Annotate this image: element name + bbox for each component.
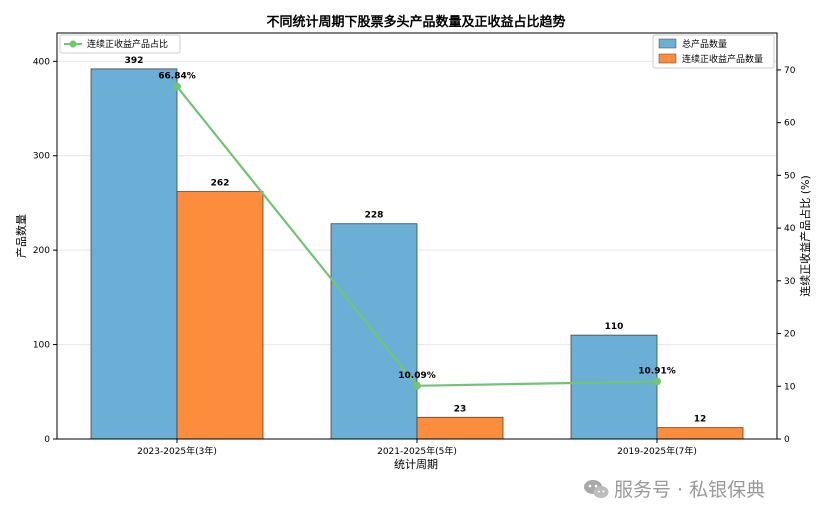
y2-tick-label: 0 (784, 435, 790, 445)
y2-tick-label: 50 (784, 171, 796, 181)
legend-right: 总产品数量 连续正收益产品数量 (652, 34, 775, 69)
y-tick-label: 200 (33, 246, 50, 256)
bar (176, 191, 264, 440)
wechat-icon (584, 480, 609, 498)
line-point (413, 381, 421, 390)
bar-value-label: 110 (605, 322, 624, 332)
bar-value-label: 392 (125, 56, 144, 66)
line-point (173, 82, 181, 91)
left-axis-ticks: 0 100 200 300 400 (33, 57, 57, 445)
line-value-label: 10.91% (638, 366, 676, 376)
y2-tick-label: 10 (784, 382, 796, 392)
line-layer (173, 82, 661, 390)
line-point (653, 377, 661, 386)
y2-tick-label: 40 (784, 224, 796, 234)
labels-layer: 392 228 110 262 23 12 66.84% 10.09% 10.91% (125, 56, 707, 425)
bar (416, 416, 504, 440)
y2-tick-label: 20 (784, 330, 796, 340)
y2-tick-label: 60 (784, 119, 796, 129)
legend-line-marker (69, 40, 77, 48)
legend-total-swatch (658, 38, 677, 49)
bar-value-label: 228 (365, 211, 384, 221)
legend-line-label: 连续正收益产品占比 (87, 38, 168, 50)
y2-axis-label: 连续正收益产品占比 (%) (798, 175, 812, 297)
right-axis-ticks: 0 10 20 30 40 50 60 70 (777, 66, 796, 445)
legend-left: 连续正收益产品占比 (59, 34, 181, 54)
bar-value-label: 23 (454, 404, 467, 414)
line-value-label: 66.84% (158, 72, 196, 82)
y2-tick-label: 70 (784, 66, 796, 76)
watermark-text: 服务号 · 私银保典 (614, 479, 765, 501)
bar (656, 427, 744, 440)
legend-positive-swatch (658, 53, 677, 64)
bars-layer (90, 68, 744, 440)
x-tick-label: 2021-2025年(5年) (377, 445, 457, 457)
chart-title: 不同统计周期下股票多头产品数量及正收益占比趋势 (266, 14, 565, 30)
y-tick-label: 100 (33, 341, 50, 351)
bar-value-label: 12 (694, 415, 707, 425)
y-tick-label: 0 (44, 435, 50, 445)
y-tick-label: 300 (33, 152, 50, 162)
legend-total-label: 总产品数量 (682, 38, 727, 50)
bar (570, 334, 658, 440)
bar-value-label: 262 (211, 179, 230, 189)
y-axis-label: 产品数量 (14, 214, 28, 258)
y2-tick-label: 30 (784, 277, 796, 287)
line-value-label: 10.09% (398, 371, 436, 381)
legend-positive-label: 连续正收益产品数量 (682, 53, 763, 65)
x-tick-label: 2023-2025年(3年) (137, 445, 217, 457)
x-axis-ticks: 2023-2025年(3年) 2021-2025年(5年) 2019-2025年(7… (137, 439, 697, 457)
x-tick-label: 2019-2025年(7年) (617, 445, 697, 457)
watermark: 服务号 · 私银保典 (584, 479, 765, 501)
y-tick-label: 400 (33, 57, 50, 67)
bar (90, 68, 178, 440)
x-axis-label: 统计周期 (394, 458, 438, 471)
